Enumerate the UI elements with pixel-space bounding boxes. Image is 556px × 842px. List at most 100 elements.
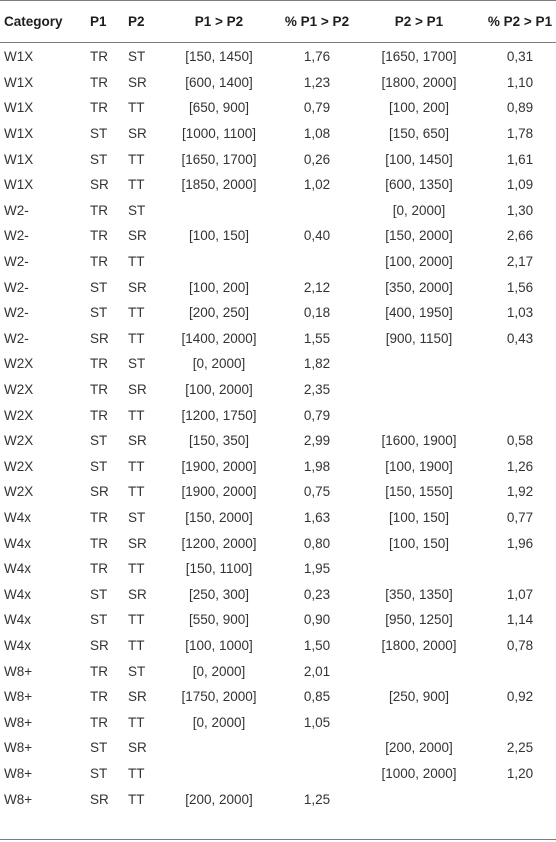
cell-p1: TR <box>90 407 108 423</box>
cell-pct-p1-gt-p2 <box>272 198 362 224</box>
cell-category: W8+ <box>4 689 33 705</box>
cell-p2: SR <box>128 689 147 705</box>
cell-p1: SR <box>90 330 109 346</box>
cell-p2-gt-p1-range: [100, 2000] <box>385 254 453 270</box>
cell-p2-gt-p1-range <box>362 556 476 582</box>
table-row: W4x TR TT [150, 1100] 1,95 <box>0 556 556 582</box>
cell-pct-p1-gt-p2: 1,08 <box>303 126 331 142</box>
cell-pct-p2-gt-p1: 1,20 <box>506 765 534 781</box>
cell-p2-gt-p1-range: [1000, 2000] <box>381 765 457 781</box>
cell-p2: SR <box>128 586 147 602</box>
cell-category: W1X <box>4 74 34 90</box>
cell-p1: TR <box>90 100 108 116</box>
cell-p2: ST <box>128 49 146 65</box>
cell-pct-p1-gt-p2: 0,79 <box>303 100 331 116</box>
cell-pct-p2-gt-p1: 1,26 <box>506 458 534 474</box>
cell-p1: TR <box>90 202 108 218</box>
cell-p2: SR <box>128 433 147 449</box>
cell-p2-gt-p1-range: [100, 1450] <box>385 151 453 167</box>
cell-p1: TR <box>90 49 108 65</box>
cell-pct-p1-gt-p2: 0,18 <box>303 305 331 321</box>
header-row: Category P1 P2 P1 > P2 % P1 > P2 P2 > P1… <box>0 1 556 42</box>
cell-category: W1X <box>4 100 34 116</box>
cell-p2: TT <box>128 177 145 193</box>
cell-category: W2- <box>4 279 29 295</box>
cell-p1-gt-p2-range: [100, 2000] <box>185 382 253 398</box>
cell-pct-p1-gt-p2: 0,40 <box>303 228 331 244</box>
cell-p2: SR <box>128 382 147 398</box>
cell-pct-p1-gt-p2 <box>272 249 362 275</box>
cell-p2: TT <box>128 305 145 321</box>
cell-p1-gt-p2-range: [1200, 2000] <box>181 535 257 551</box>
cell-p2-gt-p1-range: [1800, 2000] <box>381 637 457 653</box>
cell-p2: TT <box>128 637 145 653</box>
table-row: W4x ST TT [550, 900] 0,90 [950, 1250] 1,14 <box>0 607 556 633</box>
table-row: W1X TR TT [650, 900] 0,79 [100, 200] 0,89 <box>0 95 556 121</box>
table-row: W1X TR SR [600, 1400] 1,23 [1800, 2000] 1,10 <box>0 70 556 96</box>
cell-pct-p1-gt-p2: 0,23 <box>303 586 331 602</box>
cell-pct-p2-gt-p1: 1,78 <box>506 126 534 142</box>
table-row: W2- TR TT [100, 2000] 2,17 <box>0 249 556 275</box>
cell-category: W4x <box>4 535 31 551</box>
cell-pct-p1-gt-p2: 2,99 <box>303 433 331 449</box>
cell-p1-gt-p2-range <box>166 249 272 275</box>
cell-pct-p2-gt-p1: 1,03 <box>506 305 534 321</box>
cell-p2: ST <box>128 509 146 525</box>
cell-p2: ST <box>128 663 146 679</box>
cell-pct-p1-gt-p2 <box>272 761 362 787</box>
cell-pct-p2-gt-p1: 1,92 <box>506 484 534 500</box>
cell-pct-p1-gt-p2: 1,50 <box>303 637 331 653</box>
cell-p1: TR <box>90 254 108 270</box>
table-row: W1X ST SR [1000, 1100] 1,08 [150, 650] 1,78 <box>0 121 556 147</box>
cell-pct-p1-gt-p2: 1,98 <box>303 458 331 474</box>
cell-p2-gt-p1-range: [100, 150] <box>388 509 450 525</box>
cell-p2: SR <box>128 279 147 295</box>
cell-p2-gt-p1-range: [350, 2000] <box>385 279 453 295</box>
data-table: Category P1 P2 P1 > P2 % P1 > P2 P2 > P1… <box>0 1 556 812</box>
cell-p1-gt-p2-range: [0, 2000] <box>192 714 246 730</box>
cell-p1: TR <box>90 561 108 577</box>
cell-p2-gt-p1-range: [250, 900] <box>388 689 450 705</box>
cell-category: W2- <box>4 305 29 321</box>
cell-category: W2- <box>4 330 29 346</box>
table-row: W2- TR SR [100, 150] 0,40 [150, 2000] 2,66 <box>0 223 556 249</box>
cell-p1-gt-p2-range: [250, 300] <box>188 586 250 602</box>
cell-p1: TR <box>90 689 108 705</box>
cell-category: W2X <box>4 458 34 474</box>
table-row: W8+ SR TT [200, 2000] 1,25 <box>0 786 556 812</box>
cell-pct-p2-gt-p1: 1,30 <box>506 202 534 218</box>
cell-p2-gt-p1-range: [400, 1950] <box>385 305 453 321</box>
cell-p1: SR <box>90 791 109 807</box>
cell-p1: ST <box>90 458 108 474</box>
cell-category: W2X <box>4 484 34 500</box>
cell-pct-p1-gt-p2: 0,85 <box>303 689 331 705</box>
cell-p1-gt-p2-range: [150, 350] <box>188 433 250 449</box>
cell-p2-gt-p1-range: [600, 1350] <box>385 177 453 193</box>
cell-pct-p1-gt-p2: 1,95 <box>303 561 331 577</box>
cell-p1-gt-p2-range: [150, 1450] <box>185 49 253 65</box>
cell-p1: ST <box>90 279 108 295</box>
cell-category: W4x <box>4 561 31 577</box>
header-rule <box>0 42 556 43</box>
cell-p2: SR <box>128 126 147 142</box>
cell-p1-gt-p2-range: [200, 2000] <box>185 791 253 807</box>
cell-p2-gt-p1-range <box>362 658 476 684</box>
cell-pct-p2-gt-p1 <box>476 709 556 735</box>
cell-pct-p2-gt-p1: 1,14 <box>506 612 534 628</box>
cell-p2: TT <box>128 484 145 500</box>
cell-pct-p2-gt-p1: 0,31 <box>506 49 534 65</box>
cell-pct-p2-gt-p1: 1,10 <box>506 74 534 90</box>
cell-p1: TR <box>90 74 108 90</box>
cell-p1-gt-p2-range: [200, 250] <box>188 305 250 321</box>
cell-pct-p1-gt-p2: 1,23 <box>303 74 331 90</box>
cell-p2: TT <box>128 612 145 628</box>
cell-category: W2X <box>4 356 34 372</box>
cell-p2-gt-p1-range <box>362 786 476 812</box>
cell-p2-gt-p1-range: [150, 1550] <box>385 484 453 500</box>
cell-p1-gt-p2-range: [100, 150] <box>188 228 250 244</box>
cell-p2-gt-p1-range: [950, 1250] <box>385 612 453 628</box>
cell-p2: TT <box>128 407 145 423</box>
cell-pct-p2-gt-p1 <box>476 402 556 428</box>
cell-p2: SR <box>128 740 147 756</box>
table-row: W8+ TR SR [1750, 2000] 0,85 [250, 900] 0,92 <box>0 684 556 710</box>
